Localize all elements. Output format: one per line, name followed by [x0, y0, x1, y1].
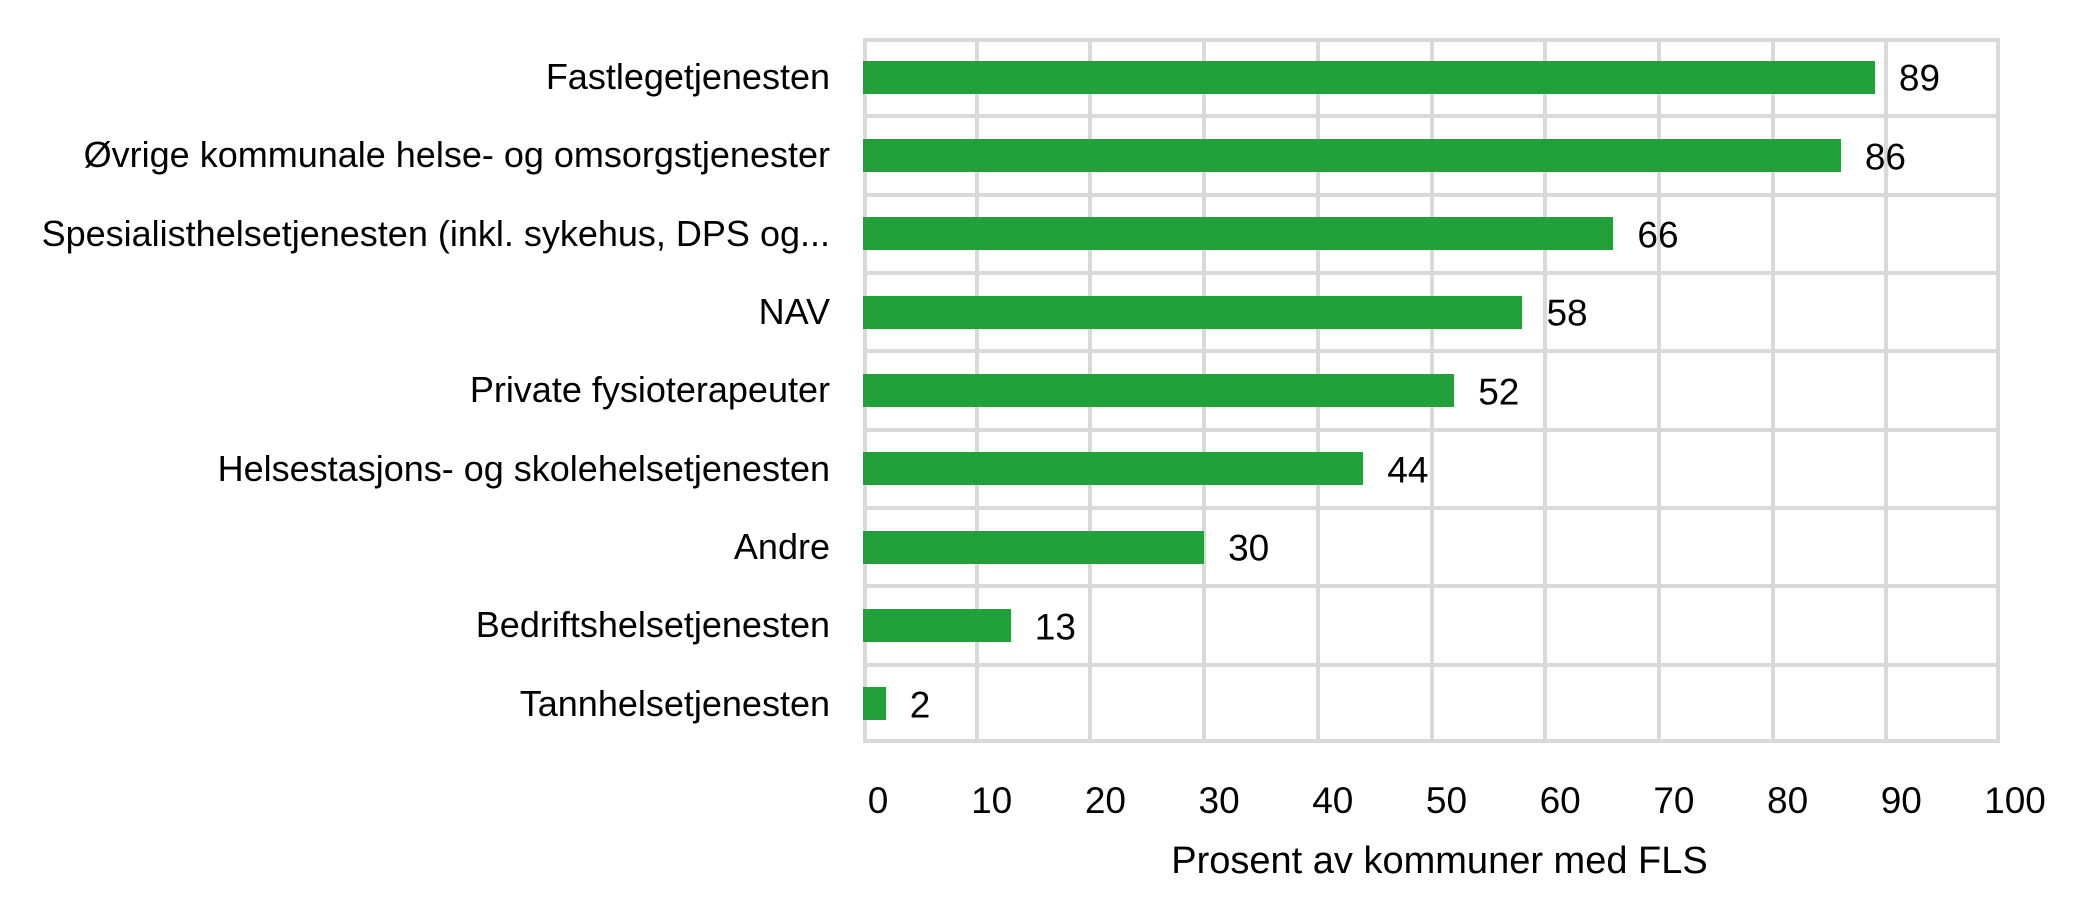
category-label: Øvrige kommunale helse- og omsorgstjenes…: [83, 134, 830, 176]
x-tick-label: 40: [1312, 780, 1354, 821]
category-label: Andre: [733, 526, 830, 568]
category-label: Helsestasjons- og skolehelsetjenesten: [217, 447, 830, 489]
bar-value-label: 89: [1898, 57, 1941, 99]
vertical-gridline: [1996, 38, 2000, 743]
category-label: Spesialisthelsetjenesten (inkl. sykehus,…: [41, 212, 830, 254]
category-label: Fastlegetjenesten: [545, 56, 830, 98]
category-label: Private fysioterapeuter: [469, 369, 830, 411]
horizontal-gridline: [863, 662, 2000, 667]
vertical-gridline: [1770, 38, 1775, 743]
bar: [863, 374, 1455, 407]
bar-value-label: 58: [1546, 292, 1588, 334]
bar: [863, 217, 1614, 251]
bar-value-label: 13: [1034, 606, 1076, 647]
x-tick-label: 10: [971, 780, 1013, 821]
vertical-gridline: [1884, 38, 1889, 743]
x-axis-title: Prosent av kommuner med FLS: [1171, 840, 1708, 882]
horizontal-gridline: [863, 584, 2000, 589]
bar: [863, 687, 886, 721]
x-tick-label: 50: [1425, 780, 1468, 821]
bar-value-label: 44: [1387, 449, 1429, 491]
horizontal-gridline: [863, 114, 2000, 119]
bar: [863, 139, 1841, 172]
bar: [863, 609, 1011, 642]
horizontal-gridline: [863, 349, 2000, 354]
horizontal-gridline: [863, 739, 2000, 743]
horizontal-gridline: [863, 271, 2000, 275]
bar-value-label: 66: [1637, 214, 1679, 256]
bar: [863, 60, 1875, 94]
bar: [863, 452, 1364, 486]
x-tick-label: 90: [1880, 780, 1922, 821]
bar-value-label: 30: [1228, 527, 1270, 569]
category-label: Tannhelsetjenesten: [519, 682, 830, 724]
horizontal-gridline: [863, 192, 2000, 197]
category-label: Bedriftshelsetjenesten: [475, 604, 830, 646]
x-tick-label: 30: [1198, 780, 1240, 821]
vertical-gridline: [1543, 38, 1548, 743]
bar-value-label: 86: [1864, 136, 1906, 177]
x-tick-label: 20: [1084, 780, 1126, 821]
x-tick-label: 60: [1539, 780, 1581, 821]
bar: [863, 530, 1205, 564]
horizontal-gridline: [863, 427, 2000, 432]
vertical-gridline: [1656, 38, 1661, 743]
x-tick-label: 70: [1653, 780, 1695, 821]
x-tick-label: 0: [867, 780, 889, 821]
x-tick-label: 80: [1767, 780, 1809, 821]
bar: [863, 295, 1523, 329]
bar-value-label: 2: [909, 684, 931, 726]
horizontal-gridline: [863, 506, 2000, 510]
x-tick-label: 100: [1984, 780, 2046, 821]
plot-area: 89 86 66 58 52 44 30 13 2: [863, 38, 2000, 743]
horizontal-gridline: [863, 38, 2000, 42]
category-label: NAV: [758, 291, 830, 333]
bar-value-label: 52: [1478, 371, 1520, 412]
